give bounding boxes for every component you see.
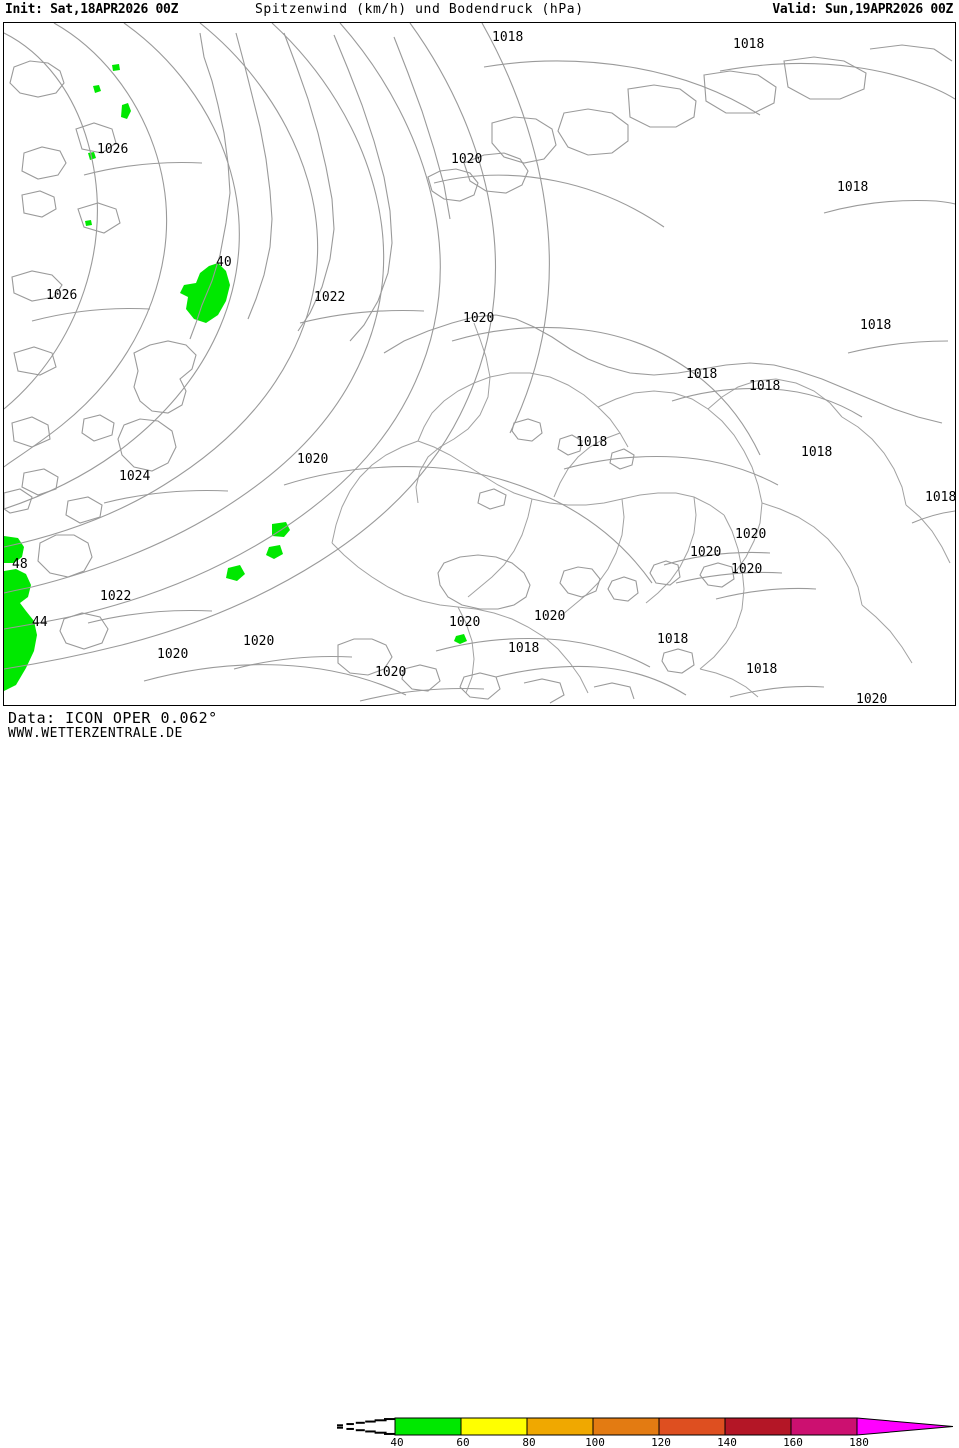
isobar-label: 1022 [314,290,345,305]
isobar-label-group: 1026 1026 1024 1022 1022 1020 1020 1020 1020 1020… [46,30,955,705]
map-graphic: .coast { fill:none; stroke:#9a9a9a; stro… [4,23,955,705]
isobar-label: 1020 [375,665,406,680]
colour-band [724,1417,792,1436]
isobar-label: 1018 [686,367,717,382]
colour-band [526,1417,594,1436]
wind-value-label: 40 [216,255,232,270]
isobar-label: 1018 [733,37,764,52]
color-scale-graphic: 40 60 80 100 120 140 160 180 [337,1417,953,1448]
colour-scale-tick-label: 60 [456,1436,469,1448]
isobar-label: 1018 [837,180,868,195]
isobar-label: 1020 [690,545,721,560]
colour-band-open-ended [856,1417,953,1436]
wind-value-label-group: 40 48 44 [12,255,232,630]
isobar-label: 1020 [157,647,188,662]
isobar-label: 1018 [746,662,777,677]
isobar-label: 1020 [534,609,565,624]
isobar-label: 1018 [801,445,832,460]
isobar-label: 1020 [451,152,482,167]
isobar-label: 1020 [297,452,328,467]
map-title: Spitzenwind (km/h) und Bodendruck (hPa) [255,2,584,17]
valid-time-label: Valid: Sun,19APR2026 00Z [772,2,953,17]
map-footer: Data: ICON OPER 0.062° WWW.WETTERZENTRAL… [0,707,959,1448]
isobar-label: 1018 [925,490,955,505]
isobar-label: 1020 [731,562,762,577]
isobar-layer [4,23,955,702]
website-label: WWW.WETTERZENTRALE.DE [8,726,183,741]
isobar-label: 1020 [735,527,766,542]
color-scale-legend: 40 60 80 100 120 140 160 180 [333,1416,953,1448]
colour-band [658,1417,726,1436]
colour-band [460,1417,528,1436]
map-header: Init: Sat,18APR2026 00Z Spitzenwind (km/… [0,0,959,22]
isobar-label: 1020 [243,634,274,649]
isobar-label: 1026 [46,288,77,303]
colour-scale-tick-label: 100 [585,1436,605,1448]
colour-scale-tick-label: 160 [783,1436,803,1448]
wind-value-label: 44 [32,615,48,630]
isobar-label: 1018 [576,435,607,450]
isobar-label: 1018 [657,632,688,647]
colour-scale-tick-label: 40 [390,1436,403,1448]
isobar-label: 1018 [749,379,780,394]
data-source-label: Data: ICON OPER 0.062° [8,709,218,727]
isobar-label: 1020 [463,311,494,326]
colour-scale-tick-label: 120 [651,1436,671,1448]
colour-scale-tick-label: 180 [849,1436,869,1448]
isobar-label: 1022 [100,589,131,604]
colour-scale-tick-group: 40 60 80 100 120 140 160 180 [390,1436,869,1448]
colour-band [394,1417,462,1436]
map-canvas[interactable]: .coast { fill:none; stroke:#9a9a9a; stro… [3,22,956,706]
isobar-label: 1020 [856,692,887,705]
colour-band [790,1417,858,1436]
geography-layer [4,32,953,704]
isobar-label: 1018 [860,318,891,333]
colour-band [592,1417,660,1436]
isobar-label: 1026 [97,142,128,157]
isobar-label: 1024 [119,469,150,484]
isobar-label: 1018 [508,641,539,656]
wind-shading-layer [4,64,467,691]
colour-band-group [394,1417,953,1436]
init-time-label: Init: Sat,18APR2026 00Z [5,2,179,17]
below-threshold-dashes [337,1418,398,1435]
isobar-label: 1020 [449,615,480,630]
colour-scale-tick-label: 140 [717,1436,737,1448]
colour-scale-tick-label: 80 [522,1436,535,1448]
wind-value-label: 48 [12,557,28,572]
isobar-label: 1018 [492,30,523,45]
